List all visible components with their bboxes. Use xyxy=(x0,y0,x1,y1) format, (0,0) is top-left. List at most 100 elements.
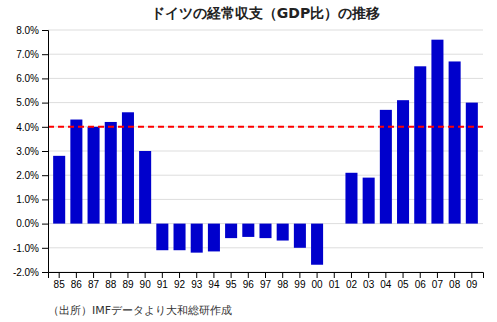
grid-line xyxy=(48,247,483,248)
tick-label: 0.0% xyxy=(16,218,39,229)
bar xyxy=(259,224,271,239)
tick-label: 86 xyxy=(71,279,83,290)
chart: -2.0% -1.0% 0.0% 1.0% 2.0% 3.0% 4.0% 5.0% 6.0% 7.… xyxy=(0,0,497,322)
bar xyxy=(122,112,134,223)
tick-mark xyxy=(299,272,300,278)
tick: 02 xyxy=(346,272,358,290)
tick-mark xyxy=(42,175,48,176)
tick-mark xyxy=(42,272,48,273)
tick: 5.0% xyxy=(16,97,48,108)
bar xyxy=(414,66,426,223)
tick: 98 xyxy=(277,272,289,290)
bar xyxy=(88,127,100,224)
tick-label: 1.0% xyxy=(16,194,39,205)
tick-label: 03 xyxy=(363,279,375,290)
axis-line xyxy=(42,31,49,273)
bar xyxy=(225,224,237,239)
tick: 89 xyxy=(122,272,134,290)
tick: 08 xyxy=(449,272,461,290)
tick-mark xyxy=(317,272,318,278)
tick-label: 3.0% xyxy=(16,146,39,157)
tick-mark xyxy=(42,151,48,152)
tick-mark xyxy=(42,54,48,55)
tick-label: -1.0% xyxy=(13,243,39,254)
axis-line xyxy=(49,273,484,279)
tick: 92 xyxy=(174,272,186,290)
tick: 96 xyxy=(243,272,255,290)
tick-label: 90 xyxy=(140,279,152,290)
tick-label: 6.0% xyxy=(16,73,39,84)
tick: 2.0% xyxy=(16,170,48,181)
tick-label: 93 xyxy=(191,279,203,290)
tick: 8.0% xyxy=(16,25,48,36)
bar xyxy=(208,224,220,252)
bar xyxy=(311,224,323,265)
tick: 86 xyxy=(71,272,83,290)
bar xyxy=(277,224,289,241)
tick-label: 05 xyxy=(397,279,409,290)
caption: （出所）IMFデータより大和総研作成 xyxy=(48,304,232,317)
bar xyxy=(191,224,203,253)
bar xyxy=(449,61,461,223)
tick: 97 xyxy=(260,272,272,290)
tick-mark xyxy=(42,103,48,104)
tick: 0.0% xyxy=(16,218,48,229)
tick: 90 xyxy=(140,272,152,290)
plot-area xyxy=(48,40,483,265)
tick: 85 xyxy=(54,272,66,290)
tick-mark xyxy=(42,127,48,128)
grid-line xyxy=(48,30,483,31)
tick-label: 98 xyxy=(277,279,289,290)
tick: 7.0% xyxy=(16,49,48,60)
tick: 87 xyxy=(88,272,100,290)
tick-mark xyxy=(471,272,472,278)
tick-label: 08 xyxy=(449,279,461,290)
tick-label: 96 xyxy=(243,279,255,290)
tick-mark xyxy=(437,272,438,278)
bar xyxy=(70,120,82,224)
tick-label: 85 xyxy=(54,279,66,290)
bar xyxy=(328,223,340,224)
tick: 93 xyxy=(191,272,203,290)
tick: 03 xyxy=(363,272,375,290)
tick-mark xyxy=(93,272,94,278)
tick-mark xyxy=(127,272,128,278)
bar xyxy=(174,224,186,251)
tick: 05 xyxy=(397,272,409,290)
tick-mark xyxy=(42,78,48,79)
tick-label: 01 xyxy=(329,279,341,290)
tick: 4.0% xyxy=(16,122,48,133)
tick-mark xyxy=(76,272,77,278)
tick-mark xyxy=(351,272,352,278)
bar xyxy=(363,178,375,224)
tick-mark xyxy=(248,272,249,278)
tick: -1.0% xyxy=(13,243,48,254)
tick-label: 99 xyxy=(294,279,306,290)
bar xyxy=(345,173,357,224)
tick: 95 xyxy=(226,272,238,290)
y-axis: -2.0% -1.0% 0.0% 1.0% 2.0% 3.0% 4.0% 5.0% 6.0% 7.… xyxy=(13,25,49,278)
tick-label: 5.0% xyxy=(16,97,39,108)
tick-label: 09 xyxy=(466,279,478,290)
tick-mark xyxy=(454,272,455,278)
title: ドイツの経常収支（GDP比）の推移 xyxy=(151,5,380,21)
tick-mark xyxy=(265,272,266,278)
x-axis: 8586878889909192939495969798990001020304… xyxy=(49,272,484,290)
tick-mark xyxy=(145,272,146,278)
tick: 09 xyxy=(466,272,478,290)
bar xyxy=(431,40,443,224)
tick-label: 94 xyxy=(208,279,220,290)
tick-mark xyxy=(334,272,335,278)
tick-label: 00 xyxy=(312,279,324,290)
tick: 6.0% xyxy=(16,73,48,84)
tick-mark xyxy=(368,272,369,278)
tick-mark xyxy=(42,248,48,249)
reference-line xyxy=(48,126,483,128)
tick: 1.0% xyxy=(16,194,48,205)
tick-mark xyxy=(403,272,404,278)
tick-label: -2.0% xyxy=(13,267,39,278)
bar xyxy=(294,224,306,248)
tick-label: 07 xyxy=(432,279,444,290)
bar xyxy=(105,122,117,224)
tick-label: 06 xyxy=(415,279,427,290)
